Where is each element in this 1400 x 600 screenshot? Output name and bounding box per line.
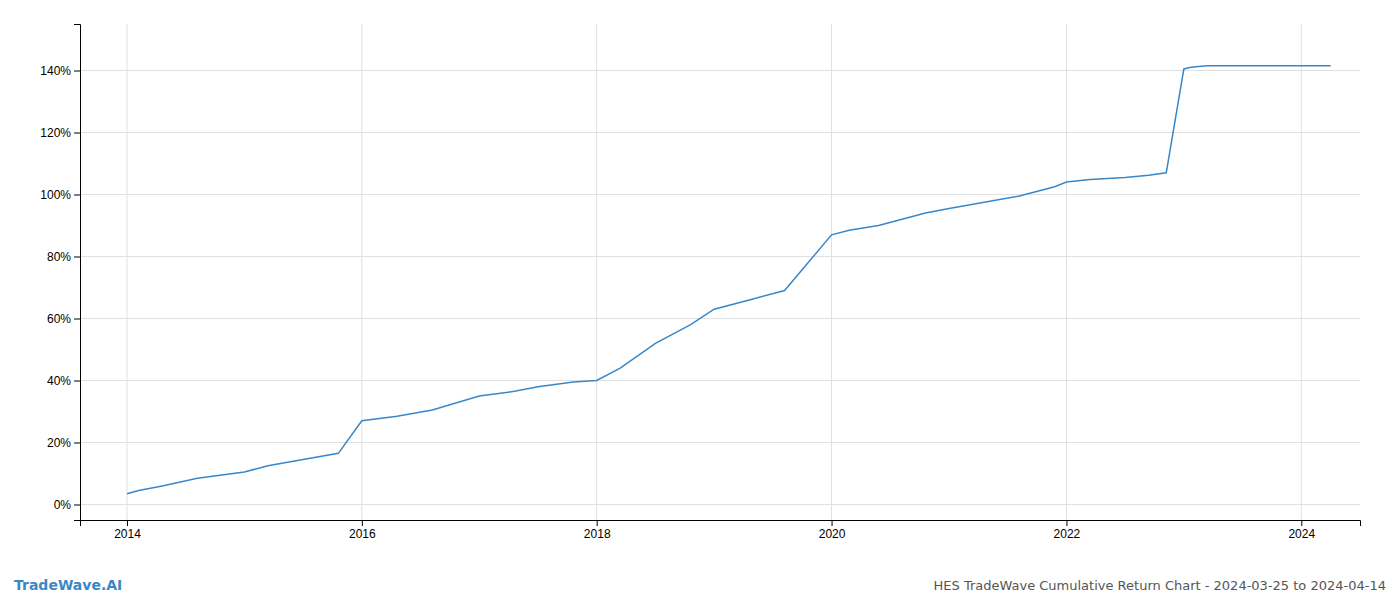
grid-line	[361, 24, 362, 520]
tick-mark	[1301, 520, 1302, 526]
grid-line	[831, 24, 832, 520]
tick: 2024	[1288, 520, 1315, 541]
tick-label: 140%	[40, 64, 71, 78]
tick: 2014	[114, 520, 141, 541]
grid-line	[80, 442, 1360, 443]
line	[127, 66, 1331, 494]
tick-mark	[74, 195, 80, 196]
tick-mark	[74, 71, 80, 72]
marks	[127, 66, 1331, 494]
annotation: TradeWave.AI	[14, 577, 122, 593]
tick: 100%	[40, 188, 80, 202]
axis-line	[81, 521, 1361, 527]
tick-mark	[74, 443, 80, 444]
tick-mark	[127, 520, 128, 526]
chart: 2014 2016 2018 2020 2022 2024 0% 20% 40% 60% 80% 10…	[0, 0, 1400, 600]
tick-mark	[74, 257, 80, 258]
grid-line	[80, 380, 1360, 381]
tick-label: 2014	[114, 527, 141, 541]
tick: 80%	[47, 250, 80, 264]
tick: 60%	[47, 312, 80, 326]
tick: 2018	[584, 520, 611, 541]
grid-line	[1066, 24, 1067, 520]
tick-mark	[74, 381, 80, 382]
tick: 20%	[47, 436, 80, 450]
tick-label: 2020	[819, 527, 846, 541]
tick-mark	[362, 520, 363, 526]
axis-line	[74, 25, 81, 521]
grid-line	[596, 24, 597, 520]
tick: 120%	[40, 126, 80, 140]
tick: 0%	[54, 498, 80, 512]
plot: 2014 2016 2018 2020 2022 2024 0% 20% 40% 60% 80% 10…	[40, 24, 1360, 541]
tick-label: 2022	[1054, 527, 1081, 541]
grid-line	[80, 318, 1360, 319]
tick: 2016	[349, 520, 376, 541]
tick-label: 2024	[1288, 527, 1315, 541]
grid-line	[80, 256, 1360, 257]
tick-mark	[832, 520, 833, 526]
tick: 40%	[47, 374, 80, 388]
tick-label: 80%	[47, 250, 71, 264]
tick-label: 120%	[40, 126, 71, 140]
tick-label: 60%	[47, 312, 71, 326]
tick-mark	[74, 133, 80, 134]
title: HES TradeWave Cumulative Return Chart - …	[934, 578, 1386, 593]
grid-line	[80, 504, 1360, 505]
grid-line	[80, 194, 1360, 195]
tick-mark	[1066, 520, 1067, 526]
tick-mark	[74, 319, 80, 320]
tick: 2020	[819, 520, 846, 541]
tick: 2022	[1054, 520, 1081, 541]
grid-line	[1301, 24, 1302, 520]
grid	[80, 24, 1360, 520]
tick-label: 2018	[584, 527, 611, 541]
tick-mark	[597, 520, 598, 526]
tick-label: 2016	[349, 527, 376, 541]
tick-label: 0%	[54, 498, 72, 512]
tick-label: 100%	[40, 188, 71, 202]
tick: 140%	[40, 64, 80, 78]
x-axis: 2014 2016 2018 2020 2022 2024	[81, 520, 1361, 541]
tick-mark	[74, 505, 80, 506]
y-axis: 0% 20% 40% 60% 80% 100% 120% 140%	[40, 25, 80, 521]
grid-line	[126, 24, 127, 520]
grid-line	[80, 70, 1360, 71]
tick-label: 40%	[47, 374, 71, 388]
grid-line	[80, 132, 1360, 133]
tick-label: 20%	[47, 436, 71, 450]
